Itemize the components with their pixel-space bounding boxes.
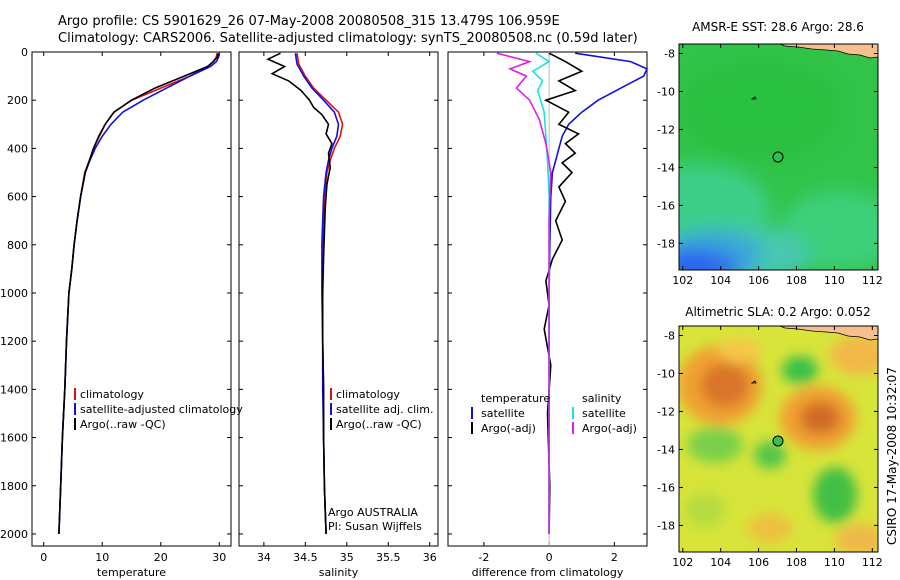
y-tick-label: 800 bbox=[7, 239, 28, 252]
plot-frame bbox=[31, 51, 232, 547]
legend-label: salinity bbox=[582, 392, 622, 405]
panel-annotation: Argo AUSTRALIA bbox=[328, 506, 418, 519]
x-tick-label: 2 bbox=[611, 551, 618, 564]
sst-land bbox=[779, 44, 878, 59]
x-axis-label: salinity bbox=[319, 566, 359, 579]
figure-title-line1: Argo profile: CS 5901629_26 07-May-2008 … bbox=[58, 14, 560, 29]
x-tick-label: 36 bbox=[423, 551, 437, 564]
x-tick-label: 20 bbox=[154, 551, 168, 564]
map-y-tick-label: -10 bbox=[657, 367, 675, 380]
x-tick-label: 0 bbox=[40, 551, 47, 564]
map-x-tick-label: 110 bbox=[824, 556, 845, 569]
map-y-tick-label: -18 bbox=[657, 237, 675, 250]
map-y-tick-label: -12 bbox=[657, 123, 675, 136]
legend-label: Argo(-adj) bbox=[582, 422, 637, 435]
x-tick-label: -2 bbox=[478, 551, 489, 564]
legend-label: Argo(-adj) bbox=[481, 422, 536, 435]
map-y-tick-label: -12 bbox=[657, 405, 675, 418]
sla-float-marker bbox=[772, 435, 784, 447]
sst-island-marker bbox=[750, 96, 757, 100]
map-y-tick-label: -18 bbox=[657, 519, 675, 532]
legend-label: satellite bbox=[582, 407, 626, 420]
map-x-tick-label: 106 bbox=[748, 556, 769, 569]
legend-label: climatology bbox=[336, 388, 400, 401]
map-x-tick-label: 102 bbox=[672, 274, 693, 287]
y-tick-label: 0 bbox=[21, 46, 28, 59]
sst-map-axes: 102 104 106 108 110 112 -8 -10 -12 -14 -16 -18 bbox=[657, 44, 883, 287]
legend-label: Argo(..raw -QC) bbox=[336, 418, 422, 431]
series-line bbox=[58, 53, 221, 535]
plot-frame bbox=[238, 51, 439, 547]
sst-map-panel: AMSR-E SST: 28.6 Argo: 28.6 102 104 106 108… bbox=[657, 20, 883, 287]
sla-map-field bbox=[679, 326, 878, 552]
figure-title-line2: Climatology: CARS2006. Satellite-adjuste… bbox=[58, 31, 638, 46]
map-x-tick-label: 108 bbox=[786, 556, 807, 569]
side-timestamp-label: CSIRO 17-May-2008 10:32:07 bbox=[885, 367, 899, 545]
sst-map-title: AMSR-E SST: 28.6 Argo: 28.6 bbox=[692, 20, 864, 34]
series-line bbox=[496, 52, 552, 534]
map-x-tick-label: 112 bbox=[862, 556, 883, 569]
x-tick-label: 35 bbox=[340, 551, 354, 564]
y-tick-label: 1400 bbox=[0, 383, 28, 396]
y-tick-label: 1000 bbox=[0, 287, 28, 300]
series-line bbox=[266, 52, 333, 535]
legend-label: Argo(..raw -QC) bbox=[80, 418, 166, 431]
x-axis-label: difference from climatology bbox=[472, 566, 624, 579]
y-tick-label: 1800 bbox=[0, 480, 28, 493]
map-x-tick-label: 102 bbox=[672, 556, 693, 569]
x-tick-label: 0 bbox=[546, 551, 553, 564]
map-y-tick-label: -14 bbox=[657, 161, 675, 174]
map-y-tick-label: -16 bbox=[657, 481, 675, 494]
y-tick-label: 1200 bbox=[0, 335, 28, 348]
legend-label: satellite adj. clim. bbox=[336, 403, 433, 416]
map-y-tick-label: -8 bbox=[664, 47, 675, 60]
x-tick-label: 34 bbox=[257, 551, 271, 564]
legend-label: satellite bbox=[481, 407, 525, 420]
legend-label: climatology bbox=[80, 388, 144, 401]
map-x-tick-label: 108 bbox=[786, 274, 807, 287]
x-tick-label: 34.5 bbox=[293, 551, 318, 564]
series-line bbox=[58, 53, 218, 535]
x-axis-label: temperature bbox=[97, 566, 166, 579]
series-line bbox=[543, 52, 584, 535]
x-tick-label: 10 bbox=[95, 551, 109, 564]
x-tick-label: 35.5 bbox=[376, 551, 401, 564]
map-x-tick-label: 104 bbox=[710, 556, 731, 569]
y-tick-label: 1600 bbox=[0, 432, 28, 445]
sla-island-marker bbox=[750, 380, 757, 384]
sla-map-panel: Altimetric SLA: 0.2 Argo: 0.052 102 1 bbox=[657, 305, 883, 569]
series-line bbox=[296, 53, 344, 535]
series-line bbox=[294, 53, 340, 535]
map-y-tick-label: -16 bbox=[657, 199, 675, 212]
x-tick-label: 30 bbox=[212, 551, 226, 564]
temperature-panel: 0 10 20 30 0 200 400 600 800 1000 1200 1400 1600 1800… bbox=[0, 46, 243, 579]
sla-land bbox=[779, 326, 878, 341]
map-y-tick-label: -14 bbox=[657, 443, 675, 456]
map-y-tick-label: -8 bbox=[664, 329, 675, 342]
map-y-tick-label: -10 bbox=[657, 85, 675, 98]
map-x-tick-label: 104 bbox=[710, 274, 731, 287]
map-x-tick-label: 110 bbox=[824, 274, 845, 287]
legend-label: satellite-adjusted climatology bbox=[80, 403, 243, 416]
difference-panel: -2 0 2 difference from climatology temperatu… bbox=[447, 51, 649, 579]
legend-label: temperature bbox=[481, 392, 550, 405]
series-line bbox=[58, 53, 219, 535]
series-line bbox=[548, 52, 649, 534]
y-tick-label: 400 bbox=[7, 142, 28, 155]
map-x-tick-label: 106 bbox=[748, 274, 769, 287]
map-x-tick-label: 112 bbox=[862, 274, 883, 287]
y-tick-label: 2000 bbox=[0, 528, 28, 541]
y-tick-label: 600 bbox=[7, 191, 28, 204]
plot-frame bbox=[447, 51, 648, 547]
salinity-panel: 34 34.5 35 35.5 36 salinity climatology satelli… bbox=[238, 51, 439, 579]
sla-map-axes: 102 104 106 108 110 112 -8 -10 -12 -14 -16 -18 bbox=[657, 326, 883, 569]
sst-map-field bbox=[679, 44, 878, 270]
y-tick-label: 200 bbox=[7, 94, 28, 107]
panel-annotation: PI: Susan Wijffels bbox=[328, 520, 422, 533]
sst-float-marker bbox=[772, 151, 784, 163]
sla-map-title: Altimetric SLA: 0.2 Argo: 0.052 bbox=[685, 305, 870, 319]
